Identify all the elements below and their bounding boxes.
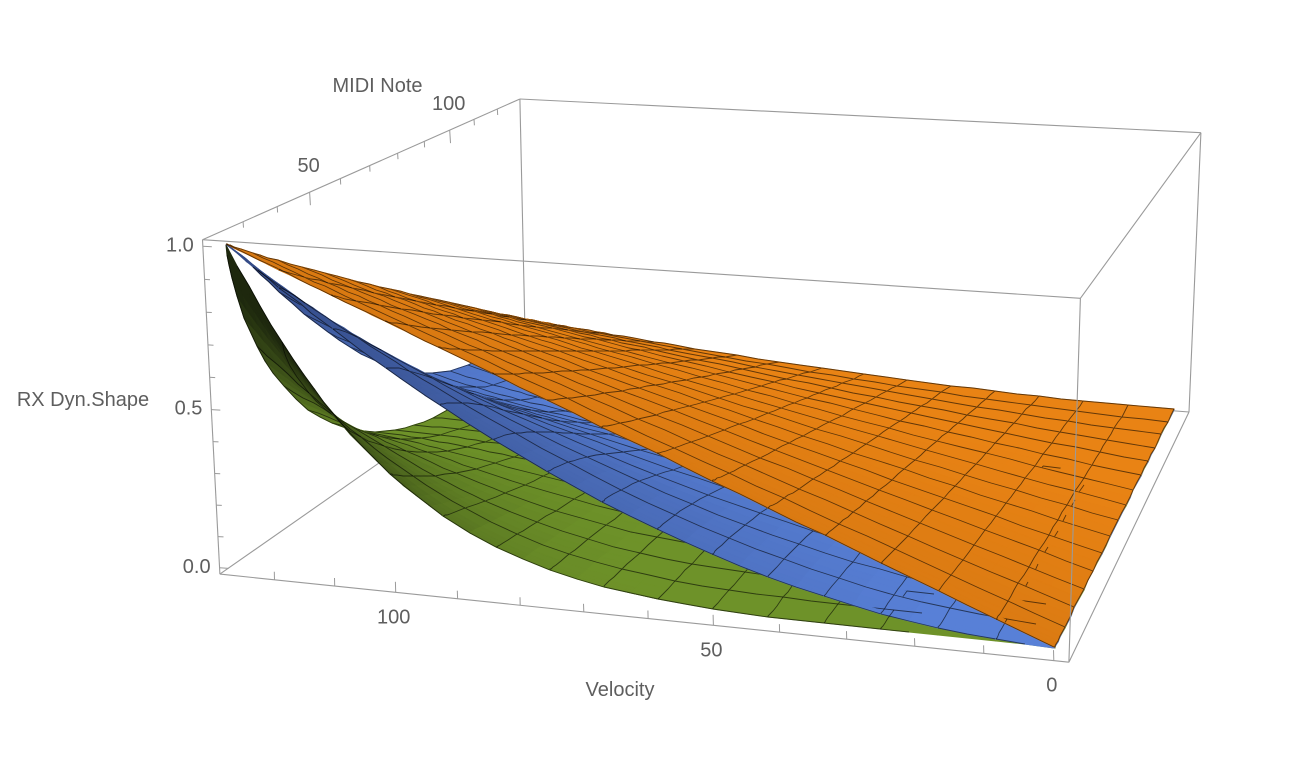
svg-text:0.0: 0.0 [183, 556, 211, 578]
svg-text:RX Dyn.Shape: RX Dyn.Shape [17, 389, 149, 411]
svg-text:1.0: 1.0 [166, 234, 194, 256]
svg-text:100: 100 [432, 93, 465, 115]
svg-text:100: 100 [377, 606, 410, 628]
svg-text:MIDI Note: MIDI Note [332, 75, 422, 97]
svg-text:50: 50 [297, 155, 319, 177]
svg-text:Velocity: Velocity [586, 679, 655, 701]
svg-text:0: 0 [1046, 675, 1057, 697]
svg-text:0.5: 0.5 [175, 398, 203, 420]
svg-text:50: 50 [700, 639, 722, 661]
